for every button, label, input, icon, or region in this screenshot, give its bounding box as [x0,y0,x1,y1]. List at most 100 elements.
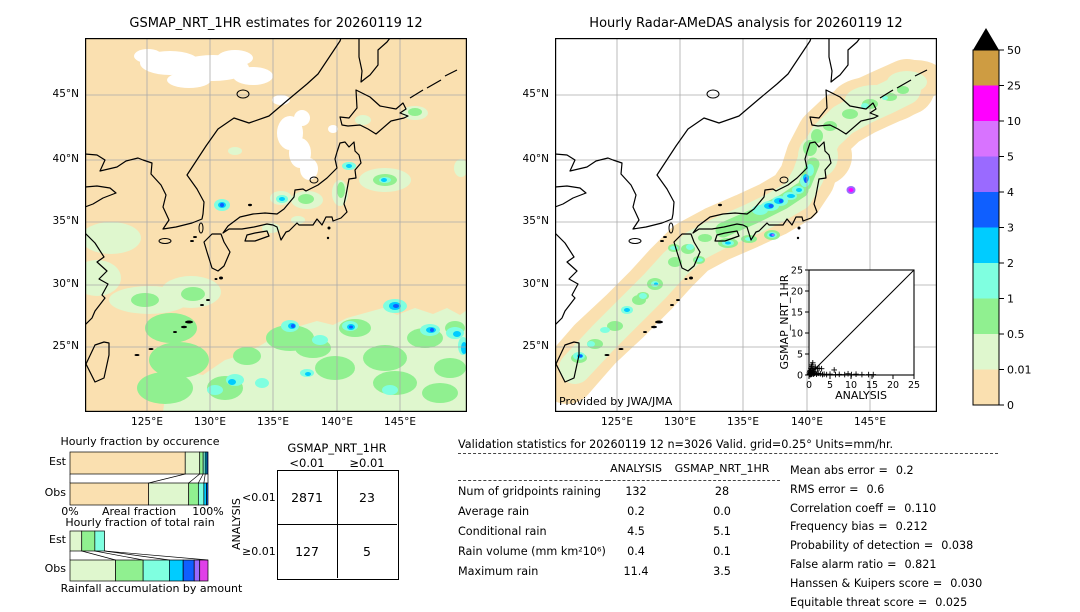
svg-text:10: 10 [1007,115,1021,128]
occurrence-obs-label: Obs [44,486,66,499]
gsmap-lon-145: 145°E [384,416,416,428]
gsmap-coastlines [85,38,458,383]
radar-lat-30: 30°N [522,278,549,290]
radar-coastlines [555,38,928,383]
colorbar-overflow-arrow [973,28,999,50]
validation-table: ANALYSIS GSMAP_NRT_1HR Num of gridpoints… [458,462,780,581]
stat-row-analysis: 0.2 [627,504,645,518]
totalrain-obs-label: Obs [44,562,66,575]
svg-text:25: 25 [1007,80,1021,93]
gsmap-lat-35: 35°N [52,215,79,227]
colorbar-segments [973,50,999,405]
stat-row-analysis: 0.4 [627,544,645,558]
stat-row-gsmap: 0.1 [713,544,731,558]
svg-text:10: 10 [791,329,803,340]
stat-row-gsmap: 28 [714,484,730,498]
svg-text:0.01: 0.01 [1007,364,1032,377]
inset-ylabel: GSMAP_NRT_1HR [778,274,791,369]
stat-row-gsmap: 5.1 [713,524,731,538]
radar-map-title: Hourly Radar-AMeDAS analysis for 2026011… [589,16,903,31]
occurrence-x-max: 100% [192,505,224,518]
gsmap-map-title: GSMAP_NRT_1HR estimates for 20260119 12 [129,16,423,31]
svg-text:20: 20 [887,380,899,391]
stat-row-analysis: 132 [625,484,647,498]
stat-row-label: Average rain [458,504,530,518]
gsmap-lon-140: 140°E [321,416,353,428]
validation-header-analysis: ANALYSIS [608,462,664,481]
svg-text:0: 0 [1007,399,1014,412]
svg-text:20: 20 [791,287,803,298]
svg-text:0: 0 [797,371,803,382]
contingency-side-label: ANALYSIS [230,498,243,550]
inset-axis-ticks: 0 5 10 15 20 25 0 5 10 15 20 25 [791,266,920,392]
gsmap-lat-30: 30°N [52,278,79,290]
stat-row-gsmap: 3.5 [713,564,731,578]
gsmap-lat-25: 25°N [52,340,79,352]
contingency-cell-11: 5 [363,543,371,559]
radar-lat-25: 25°N [522,340,549,352]
colorbar-tick-labels: 0 0.01 0.5 1 2 3 4 5 10 25 50 [999,44,1032,412]
inset-scatter-points [806,360,877,378]
svg-text:5: 5 [827,380,833,391]
contingency-cell-01: 23 [359,489,375,505]
svg-text:5: 5 [1007,151,1014,164]
contingency-grid [277,470,399,580]
stat-row-analysis: 4.5 [627,524,645,538]
gsmap-lon-135: 135°E [257,416,289,428]
radar-lat-35: 35°N [522,215,549,227]
score-line: Mean abs error = 0.2 [790,464,914,477]
gsmap-lon-130: 130°E [194,416,226,428]
occurrence-x-min: 0% [61,505,79,518]
svg-text:4: 4 [1007,186,1014,199]
credit-text: Provided by JWA/JMA [559,395,673,408]
contingency-row-label-ge: ≥0.01 [242,545,276,558]
occurrence-fraction-bars [69,451,209,506]
inset-scatter-plot: 0 5 10 15 20 25 0 5 10 15 20 25 ANALYSIS GSMAP_NRT_… [778,266,920,403]
inset-xlabel: ANALYSIS [835,389,887,402]
radar-lat-45: 45°N [522,88,549,100]
svg-text:15: 15 [866,380,878,391]
stat-row-label: Conditional rain [458,524,547,538]
radar-amedas-map: 0 5 10 15 20 25 0 5 10 15 20 25 ANALYSIS GSMAP_NRT_… [555,38,937,412]
score-line: Hanssen & Kuipers score = 0.030 [790,576,983,590]
score-line: Equitable threat score = 0.025 [790,595,968,609]
score-line: False alarm ratio = 0.821 [790,557,937,571]
gsmap-precipitation-map [85,38,467,412]
gsmap-lon-125: 125°E [131,416,163,428]
gsmap-gridlines [85,38,467,412]
radar-lon-140: 140°E [791,416,823,428]
occurrence-chart-title: Hourly fraction by occurence [60,435,220,448]
stat-row-label: Rain volume (mm km²10⁶) [458,544,606,558]
contingency-title: GSMAP_NRT_1HR [287,441,387,455]
stat-row-label: Num of gridpoints raining [458,484,602,498]
svg-text:0: 0 [806,380,812,391]
contingency-row-label-lt: <0.01 [242,491,276,504]
svg-text:10: 10 [845,380,857,391]
occurrence-est-label: Est [49,455,66,468]
stat-row-gsmap: 0.0 [713,504,731,518]
contingency-col-label-ge: ≥0.01 [349,456,385,470]
totalrain-fraction-bars [69,530,209,582]
stat-row-analysis: 11.4 [623,564,649,578]
score-line: RMS error = 0.6 [790,482,885,496]
validation-title: Validation statistics for 20260119 12 n=… [458,438,998,454]
contingency-col-label-lt: <0.01 [289,456,325,470]
gsmap-lat-40: 40°N [52,153,79,165]
svg-text:5: 5 [797,350,803,361]
totalrain-xlabel: Rainfall accumulation by amount [60,582,243,595]
radar-lon-125: 125°E [601,416,633,428]
contingency-cell-10: 127 [295,543,319,559]
svg-text:3: 3 [1007,222,1014,235]
validation-header-gsmap: GSMAP_NRT_1HR [664,462,780,481]
score-line: Frequency bias = 0.212 [790,520,928,534]
svg-text:25: 25 [791,266,803,277]
gsmap-lat-45: 45°N [52,88,79,100]
totalrain-est-label: Est [49,533,66,546]
occurrence-xlabel: Areal fraction [101,505,177,518]
radar-lon-145: 145°E [854,416,886,428]
svg-text:0.5: 0.5 [1007,328,1025,341]
svg-text:2: 2 [1007,257,1014,270]
svg-text:1: 1 [1007,293,1014,306]
radar-lon-135: 135°E [727,416,759,428]
